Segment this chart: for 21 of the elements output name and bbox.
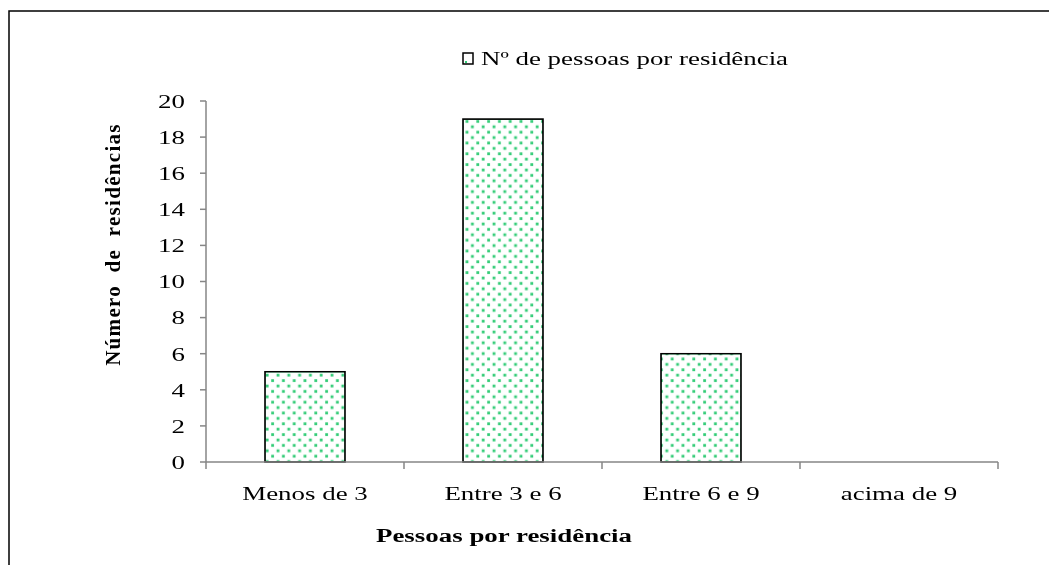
y-tick-label: 6 bbox=[171, 343, 186, 365]
y-tick-label: 20 bbox=[158, 90, 185, 112]
y-tick-label: 18 bbox=[158, 126, 185, 149]
x-axis-title: Pessoas por residência bbox=[376, 524, 633, 547]
y-tick-label: 10 bbox=[158, 270, 185, 293]
x-tick-label: acima de 9 bbox=[840, 482, 958, 505]
y-tick-label: 16 bbox=[158, 162, 186, 185]
bar bbox=[264, 370, 346, 463]
y-tick-label: 4 bbox=[171, 379, 186, 401]
y-tick-label: 2 bbox=[171, 415, 185, 437]
y-tick-label: 14 bbox=[158, 198, 186, 221]
bar bbox=[660, 352, 742, 463]
y-tick-label: 8 bbox=[171, 307, 185, 329]
y-axis-title: Número de residências bbox=[101, 123, 125, 366]
x-tick-label: Entre 3 e 6 bbox=[444, 482, 562, 505]
x-tick-label: Menos de 3 bbox=[242, 482, 368, 505]
y-tick-label: 12 bbox=[158, 234, 185, 257]
bar bbox=[462, 118, 544, 463]
y-tick-label: 0 bbox=[171, 451, 185, 473]
legend-label: Nº de pessoas por residência bbox=[481, 47, 789, 69]
x-tick-label: Entre 6 e 9 bbox=[642, 482, 760, 505]
